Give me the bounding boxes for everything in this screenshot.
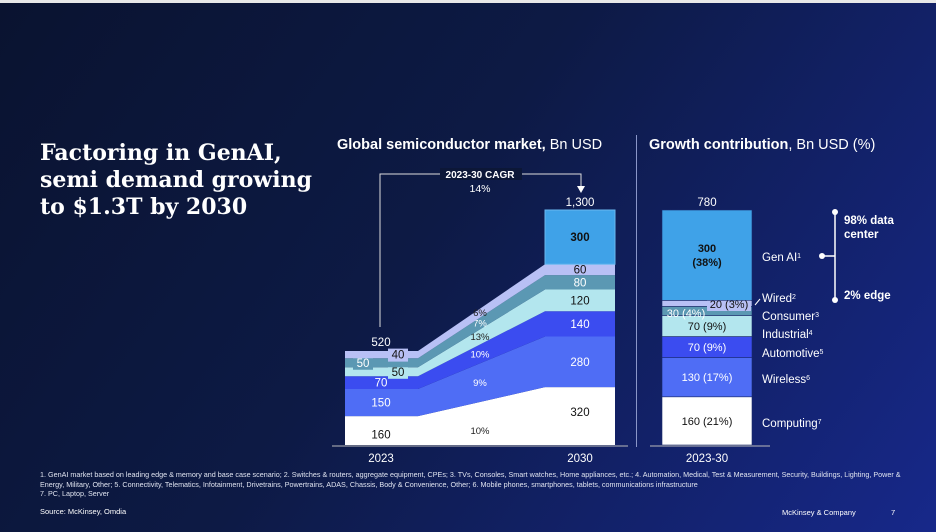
right-title-bold: Growth contribution <box>649 137 789 153</box>
x-tick-2030: 2030 <box>567 453 593 465</box>
left-chart-title: Global semiconductor market, Bn USD <box>337 137 602 153</box>
bar-label-industrial: 70 (9%) <box>688 321 727 333</box>
legend-consumer: Consumer3 <box>762 311 819 323</box>
slide-title: Factoring in GenAI, semi demand growing … <box>40 140 312 220</box>
bar-gen-ai <box>661 209 753 301</box>
value-label-2030-wireless: 280 <box>570 357 589 369</box>
value-label-2023-industrial: 50 <box>392 367 405 379</box>
bar-label-genai-pct: (38%) <box>692 257 722 269</box>
area-consumer <box>345 275 615 368</box>
area-industrial <box>345 289 615 377</box>
wired-leader-line <box>754 298 761 306</box>
total-growth: 780 <box>697 197 716 209</box>
label-bg-2023 <box>353 356 373 370</box>
value-label-2023-wireless: 150 <box>371 398 390 410</box>
source: Source: McKinsey, Omdia <box>40 507 127 516</box>
cagr-title: 2023-30 CAGR <box>446 170 516 181</box>
value-label-2030-industrial: 120 <box>570 295 589 307</box>
label-bg-2023 <box>388 365 408 379</box>
brand: McKinsey & Company <box>782 508 856 517</box>
genai-datacenter-line2: center <box>844 229 879 241</box>
value-label-2023-computing: 160 <box>371 430 390 442</box>
bracket-dot-top <box>832 209 838 215</box>
left-title-rest: Bn USD <box>545 137 603 153</box>
bar-computing <box>661 396 753 446</box>
footnote-7: 7. PC, Laptop, Server <box>40 489 110 499</box>
area-gen-ai <box>544 209 616 265</box>
top-bar <box>0 0 936 3</box>
cagr-label-wired: 6% <box>473 308 487 319</box>
legend-gen-ai: Gen AI1 <box>762 252 801 264</box>
bracket-dot-mid <box>819 253 825 259</box>
legend-wireless: Wireless6 <box>762 374 810 386</box>
cagr-label-consumer: 7% <box>473 319 487 330</box>
value-label-2030-wired: 60 <box>574 265 587 277</box>
total-2030: 1,300 <box>566 197 595 209</box>
area-wireless <box>345 336 615 417</box>
area-wired <box>345 264 615 359</box>
genai-datacenter-line1: 98% data <box>844 215 894 227</box>
cagr-label-industrial: 13% <box>470 332 490 343</box>
divider <box>636 135 637 447</box>
bracket-dot-bottom <box>832 297 838 303</box>
x-tick-2023: 2023 <box>368 453 394 465</box>
area-automotive <box>345 311 615 389</box>
bar-label-consumer: 30 (4%) <box>667 308 706 320</box>
footnotes: 1. GenAI market based on leading edge & … <box>40 470 910 499</box>
value-label-2030-computing: 320 <box>570 407 589 419</box>
legend-computing: Computing7 <box>762 418 822 430</box>
cagr-label-wireless: 9% <box>473 378 487 389</box>
left-title-bold: Global semiconductor market, <box>337 137 546 153</box>
cagr-arrow-icon <box>577 186 585 193</box>
label-bg-2023 <box>388 348 408 362</box>
page-number: 7 <box>891 508 896 517</box>
cagr-label-automotive: 10% <box>470 349 490 360</box>
area-computing <box>345 387 615 445</box>
total-2023: 520 <box>371 337 390 349</box>
genai-edge: 2% edge <box>844 290 891 302</box>
cagr-value: 14% <box>469 183 490 195</box>
value-label-2030-automotive: 140 <box>570 319 589 331</box>
right-chart-title: Growth contribution, Bn USD (%) <box>649 137 875 153</box>
footnote-text: 1. GenAI market based on leading edge & … <box>40 470 901 489</box>
legend-automotive: Automotive5 <box>762 348 824 360</box>
bar-label-wired: 20 (3%) <box>710 299 749 311</box>
bar-wireless <box>661 357 753 398</box>
bar-label-computing: 160 (21%) <box>682 416 733 428</box>
legend-wired: Wired2 <box>762 293 796 305</box>
cagr-label-computing: 10% <box>470 426 490 437</box>
bar-label-automotive: 70 (9%) <box>688 342 727 354</box>
right-title-rest: , Bn USD (%) <box>788 137 876 153</box>
value-label-2023-automotive: 70 <box>375 378 388 390</box>
value-label-2023-wired: 40 <box>392 350 405 362</box>
value-label-2030-gen ai: 300 <box>570 232 589 244</box>
value-label-2030-consumer: 80 <box>574 277 587 289</box>
legend-industrial: Industrial4 <box>762 329 813 341</box>
bar-label-wireless: 130 (17%) <box>682 372 733 384</box>
value-label-2023-consumer: 50 <box>357 358 370 370</box>
x-tick-2023-30: 2023-30 <box>686 453 728 465</box>
cagr-label-bg <box>440 168 522 180</box>
bar-label-genai-value: 300 <box>698 243 716 255</box>
